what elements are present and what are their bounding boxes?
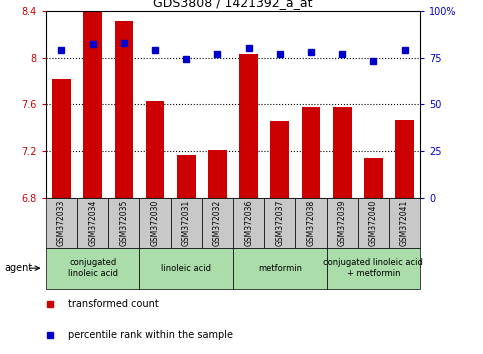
Text: GSM372040: GSM372040 [369,200,378,246]
Text: agent: agent [5,263,33,273]
Bar [333,107,352,198]
Text: GSM372035: GSM372035 [119,200,128,246]
Text: conjugated
linoleic acid: conjugated linoleic acid [68,258,118,278]
Bar [364,158,383,198]
Bar [270,121,289,198]
Bar [327,198,358,248]
Bar [170,198,202,248]
Text: GSM372032: GSM372032 [213,200,222,246]
Bar [358,198,389,248]
Text: linoleic acid: linoleic acid [161,264,211,273]
Text: GSM372034: GSM372034 [88,200,97,246]
Text: GSM372036: GSM372036 [244,200,253,246]
Bar [177,155,196,198]
Bar [296,198,327,248]
Bar [52,79,71,198]
Bar [140,198,170,248]
Bar [146,101,164,198]
Bar [208,150,227,198]
Text: metformin: metformin [258,264,302,273]
Bar [108,198,140,248]
Bar [84,1,102,198]
Bar [46,248,140,289]
Text: GSM372038: GSM372038 [307,200,315,246]
Bar [77,198,108,248]
Bar [327,248,420,289]
Title: GDS3808 / 1421392_a_at: GDS3808 / 1421392_a_at [153,0,313,10]
Text: GSM372031: GSM372031 [182,200,191,246]
Bar [233,198,264,248]
Bar [239,54,258,198]
Text: transformed count: transformed count [69,299,159,309]
Text: GSM372037: GSM372037 [275,200,284,246]
Text: conjugated linoleic acid
+ metformin: conjugated linoleic acid + metformin [324,258,424,278]
Bar [46,198,77,248]
Bar [264,198,296,248]
Bar [302,107,320,198]
Bar [202,198,233,248]
Bar [395,120,414,198]
Text: GSM372041: GSM372041 [400,200,409,246]
Bar [140,248,233,289]
Bar [389,198,420,248]
Text: GSM372033: GSM372033 [57,200,66,246]
Bar [233,248,327,289]
Bar [114,21,133,198]
Text: GSM372039: GSM372039 [338,200,347,246]
Text: percentile rank within the sample: percentile rank within the sample [69,330,233,340]
Text: GSM372030: GSM372030 [151,200,159,246]
